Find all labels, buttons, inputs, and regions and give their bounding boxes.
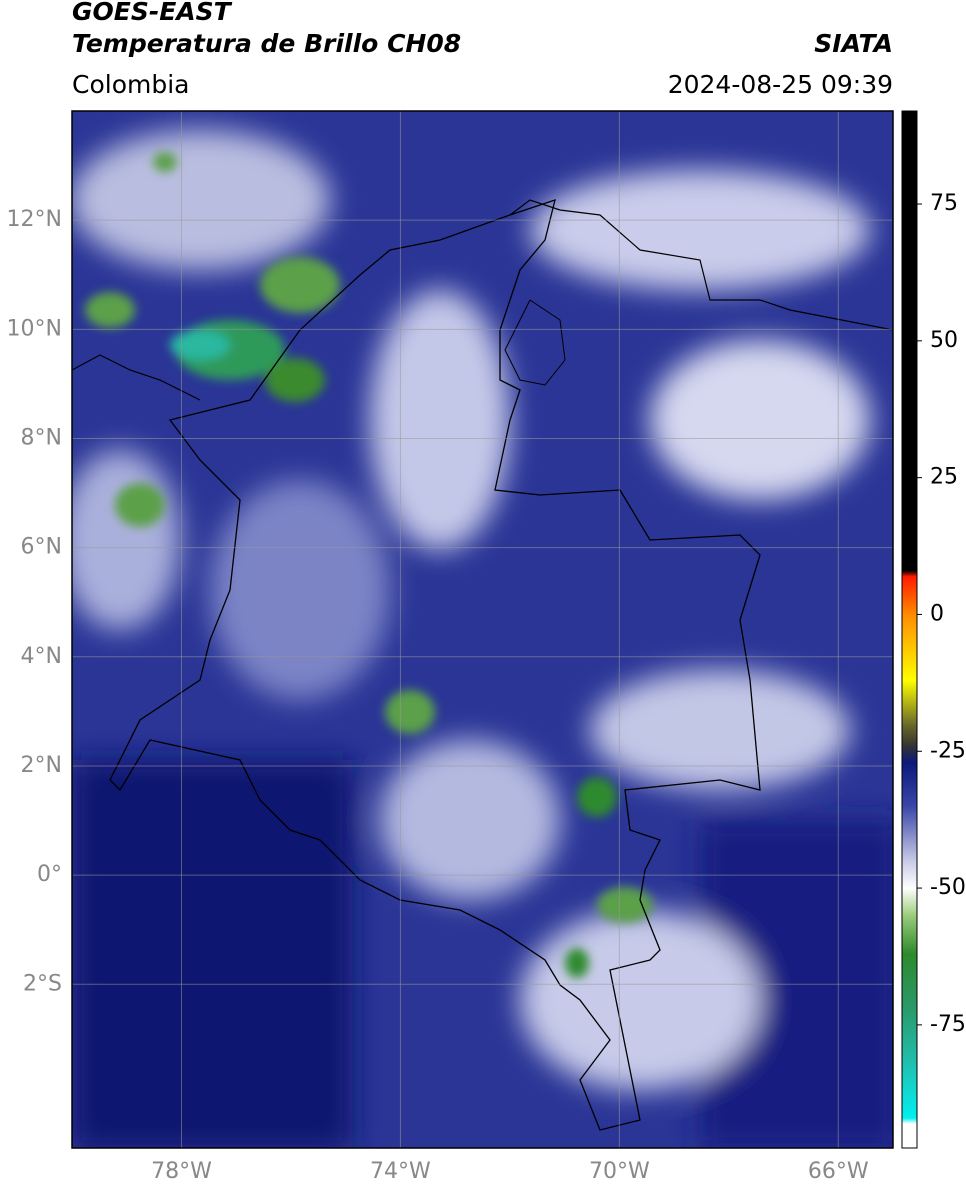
cold-cloud-tops xyxy=(85,152,653,978)
x-tick-label: 78°W xyxy=(151,1159,212,1184)
colorbar-segment xyxy=(902,614,917,681)
x-tick-label: 74°W xyxy=(370,1159,431,1184)
map-frame xyxy=(71,110,894,1149)
colorbar-frame xyxy=(901,110,918,1149)
colorbar-segment xyxy=(902,570,917,577)
imagery xyxy=(72,111,893,1148)
y-tick-label: 4°N xyxy=(21,644,62,669)
colorbar-tick-label: 75 xyxy=(930,191,958,216)
colorbar-tick-label: -50 xyxy=(930,875,966,900)
title: GOES-EAST xyxy=(72,0,233,26)
colorbar-segment xyxy=(902,762,917,807)
coastline xyxy=(72,354,201,401)
colorbar: 75 50 25 0 -25 -50 -75 xyxy=(902,111,966,1149)
colorbar-segment xyxy=(902,860,917,889)
datetime: 2024-08-25 09:39 xyxy=(668,70,893,99)
colorbar-segment xyxy=(902,953,917,1009)
colorbar-segment xyxy=(902,805,917,862)
colorbar-tick-label: -25 xyxy=(930,738,966,763)
country-border xyxy=(109,199,761,1131)
grid xyxy=(72,111,893,1148)
colorbar-segment xyxy=(902,915,917,955)
y-tick-label: 0° xyxy=(37,862,62,887)
colorbar-segment xyxy=(902,111,917,572)
coastline xyxy=(509,199,893,331)
subtitle: Temperatura de Brillo CH08 xyxy=(72,29,461,58)
colorbar-segment xyxy=(902,723,917,747)
colorbar-tick-label: 50 xyxy=(930,328,958,353)
y-tick-label: 6°N xyxy=(21,535,62,560)
y-tick-label: 10°N xyxy=(7,316,62,341)
colorbar-segment xyxy=(902,680,917,725)
y-tick-label: 12°N xyxy=(7,207,62,232)
y-tick-label: 2°N xyxy=(21,753,62,778)
colorbar-segment xyxy=(902,745,917,763)
region: Colombia xyxy=(72,70,189,99)
y-tick-label: 2°S xyxy=(23,971,62,996)
colorbar-segment xyxy=(902,576,917,615)
cloud-field xyxy=(72,130,893,1148)
colorbar-segment xyxy=(902,888,917,916)
lake-maracaibo xyxy=(504,299,566,386)
colorbar-tick-label: 0 xyxy=(930,601,944,626)
colorbar-tick-label: 25 xyxy=(930,465,958,490)
colorbar-segment xyxy=(902,1008,917,1064)
x-tick-label: 70°W xyxy=(589,1159,650,1184)
colorbar-segment xyxy=(902,1063,917,1119)
colorbar-segment xyxy=(902,1123,917,1149)
colorbar-segment xyxy=(902,1117,917,1124)
y-tick-label: 8°N xyxy=(21,425,62,450)
source: SIATA xyxy=(814,29,893,58)
colorbar-tick-label: -75 xyxy=(930,1012,966,1037)
x-tick-label: 66°W xyxy=(808,1159,869,1184)
